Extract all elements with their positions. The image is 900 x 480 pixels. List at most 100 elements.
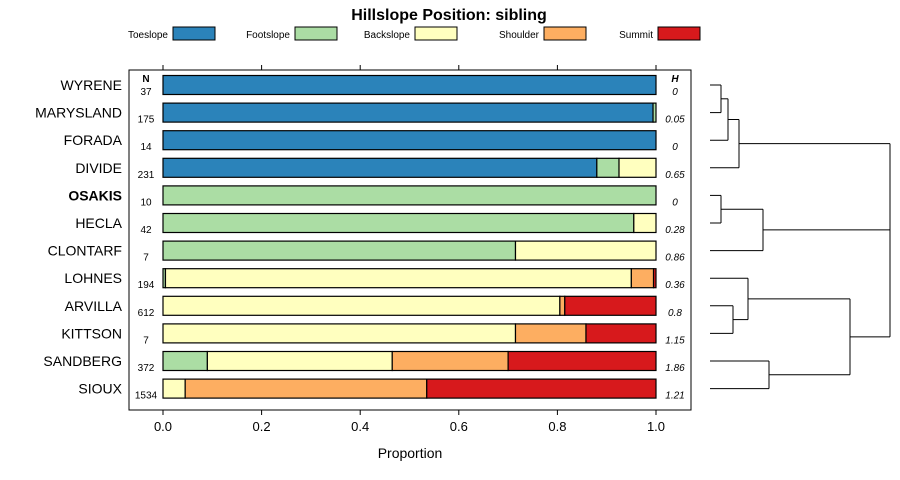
row-hecla: HECLA 42 0.28 bbox=[75, 212, 685, 236]
bar-segment-backslope bbox=[514, 240, 657, 261]
legend-swatch-toeslope bbox=[172, 26, 216, 41]
row-n-value: 7 bbox=[143, 253, 149, 264]
bar-segment-shoulder bbox=[184, 378, 428, 399]
bar-segment-summit bbox=[564, 295, 657, 316]
row-h-value: 0.05 bbox=[665, 115, 685, 126]
chart-title: Hillslope Position: sibling bbox=[351, 7, 547, 24]
legend-swatch-shoulder bbox=[543, 26, 587, 41]
legend: Toeslope Footslope Backslope Shoulder Summit bbox=[128, 26, 701, 41]
bar-segment-toeslope bbox=[162, 102, 654, 123]
row-h-value: 1.21 bbox=[665, 391, 684, 402]
row-n-value: 14 bbox=[140, 142, 152, 153]
x-tick-label: 0.8 bbox=[548, 419, 566, 434]
row-sioux: SIOUX 1534 1.21 bbox=[78, 378, 685, 402]
bar-segment-backslope bbox=[633, 212, 657, 234]
row-label: HECLA bbox=[75, 215, 122, 231]
bar-segment-backslope bbox=[162, 378, 186, 399]
row-h-value: 0 bbox=[672, 87, 678, 98]
legend-label-shoulder: Shoulder bbox=[499, 30, 540, 41]
row-n-value: 194 bbox=[138, 280, 155, 291]
row-label: KITTSON bbox=[61, 325, 122, 341]
bar-segment-footslope bbox=[596, 157, 620, 178]
bar-segment-summit bbox=[507, 350, 657, 372]
row-n-value: 231 bbox=[138, 170, 155, 181]
bar-segment-shoulder bbox=[391, 350, 509, 372]
bar-segment-backslope bbox=[162, 323, 517, 344]
x-axis: 0.0 0.2 0.4 0.6 0.8 1.0 bbox=[154, 65, 665, 434]
bar-segment-summit bbox=[585, 323, 657, 344]
x-tick-label: 0.4 bbox=[351, 419, 369, 434]
n-column-header: N bbox=[142, 74, 149, 85]
bar-segment-footslope bbox=[162, 350, 208, 372]
row-divide: DIVIDE 231 0.65 bbox=[75, 157, 685, 181]
row-clontarf: CLONTARF 7 0.86 bbox=[48, 240, 685, 264]
bar-segment-shoulder bbox=[514, 323, 587, 344]
row-lohnes: LOHNES 194 0.36 bbox=[64, 268, 685, 291]
dendrogram bbox=[710, 84, 891, 390]
row-label: OSAKIS bbox=[68, 187, 122, 203]
bar-segment-toeslope bbox=[162, 130, 657, 151]
row-h-value: 0 bbox=[672, 197, 678, 208]
row-n-value: 7 bbox=[143, 335, 149, 346]
row-h-value: 0.65 bbox=[665, 170, 685, 181]
bar-segment-backslope bbox=[206, 350, 393, 372]
bar-segment-shoulder bbox=[630, 268, 655, 289]
bar-segment-toeslope bbox=[162, 74, 657, 96]
legend-label-backslope: Backslope bbox=[364, 30, 411, 41]
row-n-value: 37 bbox=[140, 87, 152, 98]
legend-swatch-summit bbox=[657, 26, 701, 41]
row-n-value: 175 bbox=[138, 115, 155, 126]
bar-segment-footslope bbox=[162, 185, 657, 206]
row-kittson: KITTSON 7 1.15 bbox=[61, 323, 685, 346]
row-h-value: 0.28 bbox=[665, 225, 685, 236]
bar-segment-summit bbox=[426, 378, 657, 399]
row-label: CLONTARF bbox=[48, 243, 122, 259]
row-marysland: MARYSLAND 175 0.05 bbox=[35, 102, 685, 126]
bar-segment-backslope bbox=[162, 295, 561, 316]
row-h-value: 0.36 bbox=[665, 280, 685, 291]
bar-segment-summit bbox=[652, 268, 657, 289]
legend-swatch-footslope bbox=[294, 26, 338, 41]
plot-frame bbox=[128, 69, 692, 411]
row-label: SIOUX bbox=[78, 381, 122, 397]
row-label: SANDBERG bbox=[43, 353, 122, 369]
legend-swatch-backslope bbox=[414, 26, 458, 41]
x-axis-label: Proportion bbox=[378, 445, 443, 461]
legend-label-summit: Summit bbox=[619, 30, 653, 41]
row-label: WYRENE bbox=[61, 77, 122, 93]
row-osakis: OSAKIS 10 0 bbox=[68, 185, 678, 208]
bar-segment-footslope bbox=[162, 240, 517, 261]
row-h-value: 1.15 bbox=[665, 335, 685, 346]
row-h-value: 0.86 bbox=[665, 253, 685, 264]
row-label: FORADA bbox=[64, 132, 123, 148]
x-tick-label: 1.0 bbox=[647, 419, 665, 434]
row-n-value: 1534 bbox=[135, 391, 158, 402]
row-sandberg: SANDBERG 372 1.86 bbox=[43, 350, 685, 374]
row-h-value: 0 bbox=[672, 142, 678, 153]
row-label: ARVILLA bbox=[65, 298, 123, 314]
row-label: MARYSLAND bbox=[35, 105, 122, 121]
row-label: LOHNES bbox=[64, 270, 122, 286]
bar-segment-backslope bbox=[164, 268, 632, 289]
x-tick-label: 0.2 bbox=[253, 419, 271, 434]
legend-label-toeslope: Toeslope bbox=[128, 30, 168, 41]
row-n-value: 372 bbox=[138, 363, 155, 374]
row-forada: FORADA 14 0 bbox=[64, 130, 678, 153]
bar-segment-backslope bbox=[618, 157, 657, 178]
bar-rows: WYRENE 37 0 MARYSLAND 175 0.05 FORADA 14 0 DIVIDE… bbox=[35, 74, 685, 402]
legend-label-footslope: Footslope bbox=[246, 30, 290, 41]
bar-segment-toeslope bbox=[162, 157, 598, 178]
row-h-value: 0.8 bbox=[668, 308, 682, 319]
x-tick-label: 0.0 bbox=[154, 419, 172, 434]
h-column-header: H bbox=[671, 74, 679, 85]
bar-segment-shoulder bbox=[559, 295, 566, 316]
bar-segment-footslope bbox=[652, 102, 657, 123]
row-wyrene: WYRENE 37 0 bbox=[61, 74, 678, 98]
x-tick-label: 0.6 bbox=[450, 419, 468, 434]
row-n-value: 42 bbox=[140, 225, 152, 236]
row-n-value: 10 bbox=[140, 197, 152, 208]
bar-segment-footslope bbox=[162, 212, 635, 234]
row-h-value: 1.86 bbox=[665, 363, 685, 374]
row-label: DIVIDE bbox=[75, 160, 122, 176]
